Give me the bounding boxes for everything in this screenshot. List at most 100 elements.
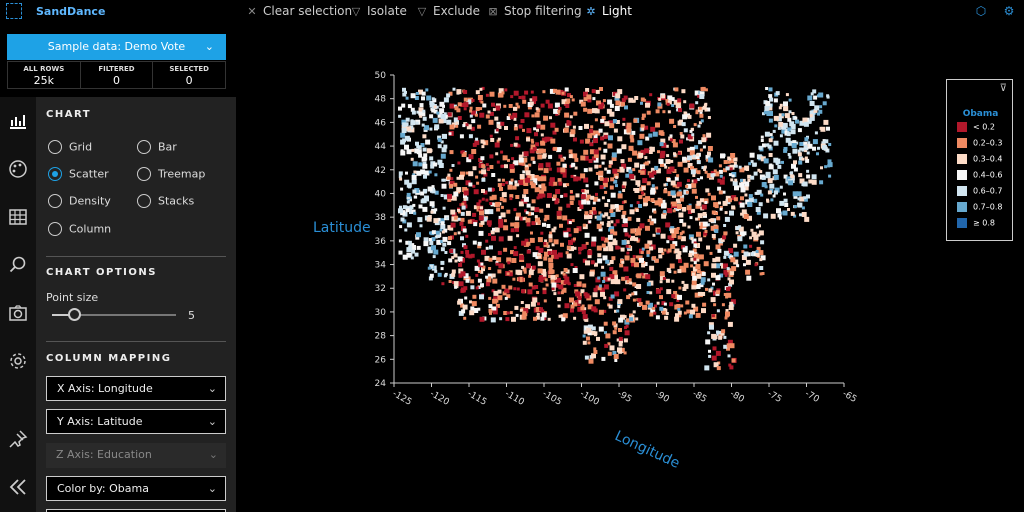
scatter-point[interactable] — [788, 110, 792, 114]
scatter-point[interactable] — [599, 221, 604, 226]
scatter-point[interactable] — [591, 156, 596, 161]
scatter-point[interactable] — [733, 259, 739, 265]
scatter-point[interactable] — [675, 313, 679, 318]
scatter-point[interactable] — [530, 144, 536, 150]
scatter-point[interactable] — [462, 124, 466, 128]
scatter-point[interactable] — [733, 243, 738, 248]
scatter-point[interactable] — [533, 127, 537, 131]
scatter-point[interactable] — [543, 115, 549, 121]
scatter-point[interactable] — [617, 305, 621, 309]
chart-area[interactable]: 24 26 28 30 32 34 36 38 40 42 44 46 48 50 -125 -120 -115… — [236, 24, 1024, 512]
scatter-point[interactable] — [498, 218, 504, 224]
scatter-point[interactable] — [652, 306, 656, 310]
scatter-point[interactable] — [537, 268, 543, 274]
scatter-point[interactable] — [583, 97, 588, 102]
scatter-point[interactable] — [411, 174, 417, 180]
scatter-point[interactable] — [769, 97, 774, 102]
scatter-point[interactable] — [429, 156, 434, 161]
scatter-point[interactable] — [593, 196, 599, 202]
scatter-point[interactable] — [746, 252, 751, 257]
scatter-point[interactable] — [534, 132, 538, 137]
scatter-point[interactable] — [523, 151, 529, 157]
scatter-point[interactable] — [768, 164, 774, 170]
scatter-point[interactable] — [706, 223, 710, 227]
scatter-point[interactable] — [398, 208, 403, 214]
scatter-point[interactable] — [587, 254, 592, 259]
scatter-point[interactable] — [573, 246, 577, 250]
scatter-point[interactable] — [718, 241, 723, 246]
scatter-point[interactable] — [480, 262, 484, 266]
scatter-point[interactable] — [514, 223, 520, 229]
scatter-point[interactable] — [450, 177, 454, 181]
scatter-point[interactable] — [586, 200, 591, 205]
scatter-point[interactable] — [440, 153, 446, 159]
scatter-point[interactable] — [541, 271, 547, 277]
scatter-point[interactable] — [496, 207, 501, 212]
scatter-point[interactable] — [589, 128, 594, 133]
scatter-point[interactable] — [711, 314, 715, 318]
scatter-point[interactable] — [620, 314, 625, 320]
scatter-point[interactable] — [451, 272, 456, 277]
scatter-point[interactable] — [588, 159, 593, 163]
scatter-point[interactable] — [733, 157, 738, 162]
scatter-point[interactable] — [768, 138, 773, 143]
scatter-point[interactable] — [553, 254, 559, 260]
scatter-point[interactable] — [773, 140, 779, 146]
scatter-point[interactable] — [491, 194, 497, 200]
scatter-point[interactable] — [411, 148, 415, 152]
scatter-point[interactable] — [762, 112, 765, 116]
scatter-point[interactable] — [477, 278, 482, 283]
chart-type-treemap[interactable]: Treemap — [137, 167, 205, 181]
scatter-point[interactable] — [585, 184, 589, 188]
scatter-point[interactable] — [405, 117, 410, 122]
scatter-point[interactable] — [437, 144, 442, 149]
scatter-point[interactable] — [624, 255, 630, 261]
scatter-point[interactable] — [613, 179, 618, 184]
scatter-point[interactable] — [675, 103, 681, 109]
scatter-point[interactable] — [480, 270, 484, 274]
scatter-point[interactable] — [508, 272, 513, 277]
scatter-point[interactable] — [661, 203, 666, 209]
scatter-point[interactable] — [713, 225, 719, 231]
scatter-point[interactable] — [686, 190, 689, 194]
scatter-point[interactable] — [591, 326, 596, 331]
scatter-point[interactable] — [588, 215, 593, 219]
legend-item[interactable]: 0.3–0.4 — [957, 154, 1002, 164]
scatter-point[interactable] — [537, 253, 541, 257]
scatter-point[interactable] — [423, 237, 429, 243]
scatter-point[interactable] — [669, 138, 673, 142]
scatter-point[interactable] — [537, 237, 543, 243]
scatter-point[interactable] — [398, 239, 402, 243]
scatter-point[interactable] — [681, 245, 686, 250]
scatter-point[interactable] — [492, 278, 498, 284]
scatter-point[interactable] — [414, 96, 419, 100]
scatter-point[interactable] — [783, 106, 789, 112]
scatter-point[interactable] — [574, 266, 578, 269]
scatter-point[interactable] — [695, 195, 698, 199]
scatter-point[interactable] — [626, 122, 632, 128]
scatter-point[interactable] — [484, 255, 490, 261]
scatter-point[interactable] — [612, 168, 618, 174]
scatter-point[interactable] — [553, 280, 557, 284]
scatter-point[interactable] — [546, 224, 551, 228]
scatter-point[interactable] — [501, 178, 505, 182]
scatter-point[interactable] — [723, 255, 727, 259]
scatter-point[interactable] — [760, 156, 766, 162]
scatter-point[interactable] — [681, 267, 687, 273]
scatter-point[interactable] — [580, 101, 586, 107]
scatter-point[interactable] — [556, 214, 562, 220]
scatter-point[interactable] — [485, 114, 490, 119]
scatter-point[interactable] — [648, 302, 653, 308]
scatter-point[interactable] — [460, 250, 464, 254]
scatter-point[interactable] — [596, 336, 600, 341]
scatter-point[interactable] — [696, 160, 701, 165]
scatter-point[interactable] — [550, 122, 556, 128]
scatter-point[interactable] — [576, 302, 581, 306]
scatter-point[interactable] — [510, 222, 515, 227]
scatter-point[interactable] — [618, 317, 624, 323]
scatter-point[interactable] — [527, 105, 532, 110]
scatter-point[interactable] — [599, 87, 603, 91]
scatter-point[interactable] — [440, 240, 444, 243]
scatter-point[interactable] — [591, 241, 596, 247]
scatter-point[interactable] — [479, 87, 483, 91]
